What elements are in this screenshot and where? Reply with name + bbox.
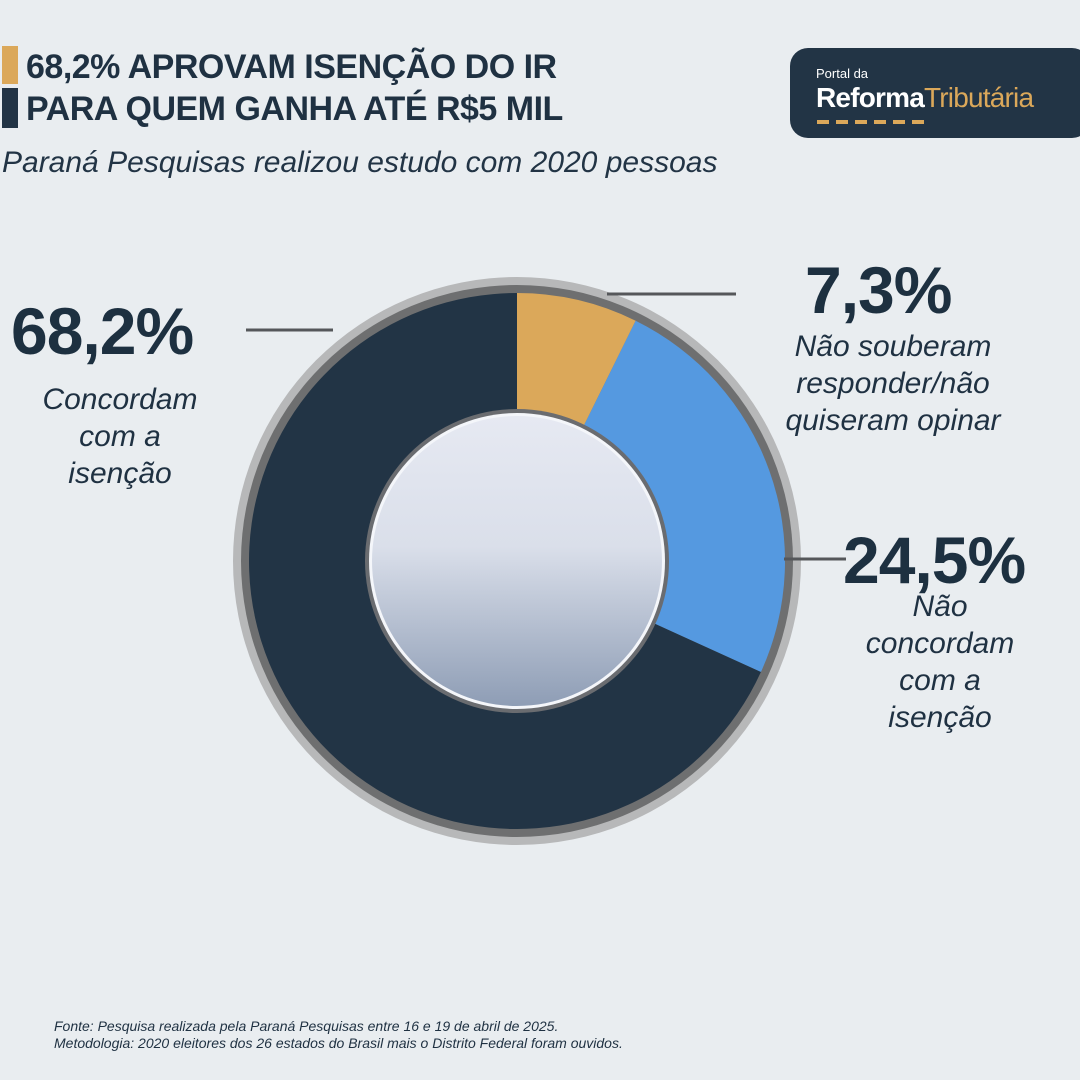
page-title: 68,2% APROVAM ISENÇÃO DO IR PARA QUEM GA…	[26, 46, 563, 130]
title-accent-gold	[2, 46, 18, 84]
source-line-1: Fonte: Pesquisa realizada pela Paraná Pe…	[54, 1018, 559, 1034]
slice-label-nao-concordam: Não concordam com a isenção	[842, 588, 1038, 736]
logo-brand-a: Reforma	[816, 82, 925, 113]
donut-slice	[248, 293, 761, 829]
subtitle: Paraná Pesquisas realizou estudo com 202…	[2, 146, 718, 179]
donut-slice	[517, 293, 636, 427]
title-line-1: 68,2% APROVAM ISENÇÃO DO IR	[26, 48, 557, 86]
slice-value-nao-souberam: 7,3%	[805, 253, 952, 327]
slice-label-line: com a	[899, 664, 981, 697]
slice-label-line: Não souberam	[794, 330, 992, 363]
donut-leader-lines	[246, 292, 846, 561]
slice-label-line: Não	[912, 590, 968, 623]
slice-label-concordam: Concordam com a isenção	[20, 381, 220, 492]
brand-logo: Portal da ReformaTributária	[790, 48, 1080, 138]
slice-label-line: quiseram opinar	[785, 404, 1001, 437]
donut-center	[372, 416, 662, 706]
slice-label-line: concordam	[865, 627, 1015, 660]
slice-label-line: com a	[79, 420, 161, 453]
slice-label-line: Concordam	[42, 383, 198, 416]
logo-dots	[817, 120, 931, 124]
donut-slice	[583, 320, 785, 673]
slice-value-concordam: 68,2%	[11, 294, 194, 368]
title-accent-navy	[2, 88, 18, 128]
slice-label-nao-souberam: Não souberam responder/não quiseram opin…	[760, 328, 1026, 439]
title-line-2: PARA QUEM GANHA ATÉ R$5 MIL	[26, 90, 563, 128]
slice-label-line: responder/não	[796, 367, 990, 400]
logo-brand-b: Tributária	[924, 82, 1034, 113]
slice-label-line: isenção	[68, 457, 172, 490]
slice-label-line: isenção	[888, 701, 992, 734]
source-note: Fonte: Pesquisa realizada pela Paraná Pe…	[54, 1018, 623, 1052]
title-accent-bars	[2, 46, 18, 128]
donut-slices	[233, 277, 801, 845]
slice-value-nao-concordam: 24,5%	[843, 523, 1026, 597]
logo-brand-text: ReformaTributária	[816, 82, 1034, 114]
logo-small-text: Portal da	[816, 66, 869, 81]
source-line-2: Metodologia: 2020 eleitores dos 26 estad…	[54, 1035, 623, 1051]
